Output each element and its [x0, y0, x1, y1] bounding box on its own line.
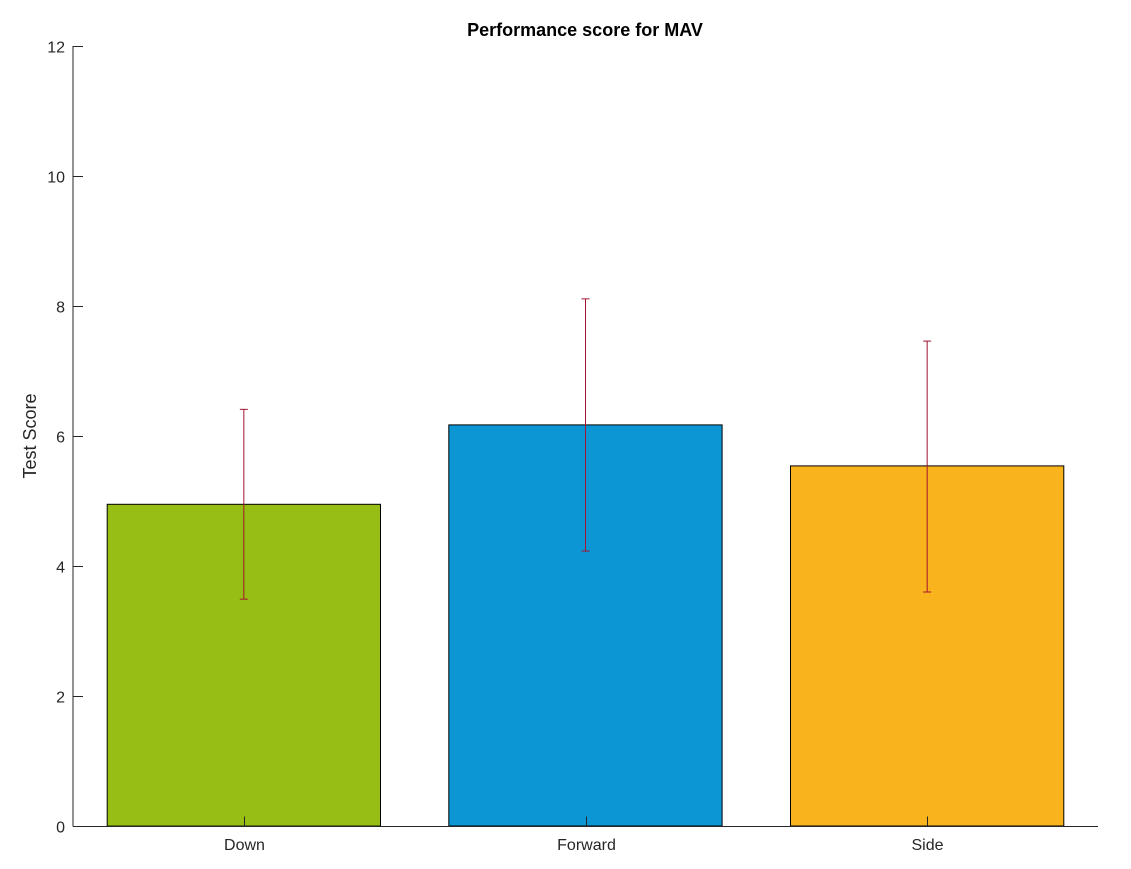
y-tick-label: 6 — [56, 430, 65, 447]
error-bar-forward — [581, 298, 590, 552]
error-bars-layer — [239, 298, 932, 600]
x-tick-label-down: Down — [224, 837, 265, 854]
y-tick-label: 0 — [56, 820, 65, 837]
y-axis-label: Test Score — [20, 393, 40, 478]
y-tick-label: 2 — [56, 690, 65, 707]
x-tick-label-side: Side — [911, 837, 943, 854]
y-tick-label: 12 — [47, 40, 65, 57]
error-bar-down — [239, 408, 248, 600]
ticks-layer: 0 2 4 6 8 10 12 Down Forward Side — [47, 40, 943, 855]
y-tick-label: 4 — [56, 560, 65, 577]
error-bar-side — [923, 340, 932, 593]
x-tick-label-forward: Forward — [557, 837, 616, 854]
y-tick-label: 8 — [56, 300, 65, 317]
chart-title: Performance score for MAV — [467, 20, 703, 40]
y-tick-label: 10 — [47, 170, 65, 187]
